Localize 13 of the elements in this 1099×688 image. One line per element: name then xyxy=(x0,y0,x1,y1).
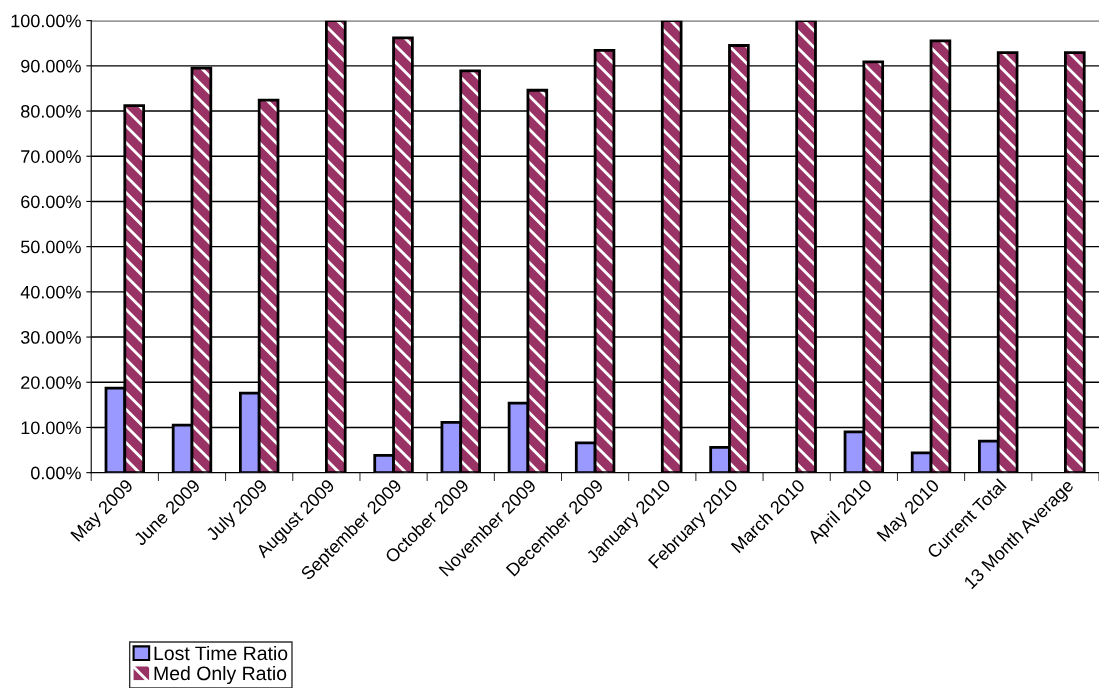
y-tick-label: 70.00% xyxy=(21,150,81,163)
legend-label: Med Only Ratio xyxy=(154,665,287,685)
y-tick-label: 100.00% xyxy=(11,14,81,28)
y-tick-label: 10.00% xyxy=(21,421,81,435)
y-tick-label: 60.00% xyxy=(21,195,81,209)
y-tick-label: 50.00% xyxy=(20,240,81,254)
y-tick-label: 0.00% xyxy=(31,466,81,480)
y-tick-label: 30.00% xyxy=(20,330,81,344)
legend-label: Lost Time Ratio xyxy=(154,645,288,661)
y-tick-label: 20.00% xyxy=(21,376,81,389)
y-tick-label: 80.00% xyxy=(21,104,81,118)
y-tick-label: 90.00% xyxy=(21,59,81,73)
y-tick-label: 40.00% xyxy=(20,285,81,299)
